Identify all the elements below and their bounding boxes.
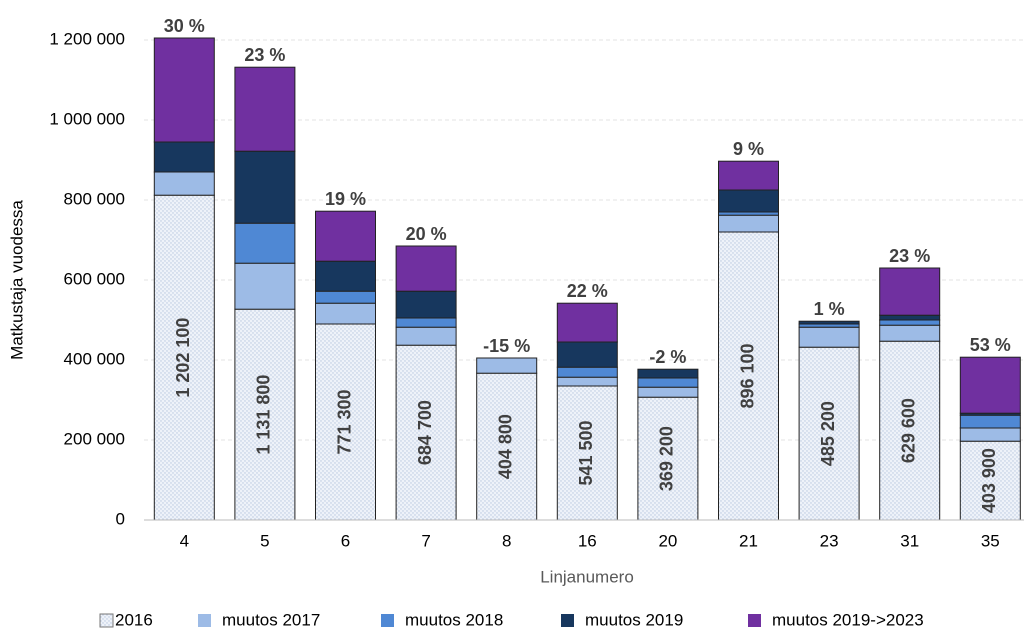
bar-segment [395,344,457,521]
y-tick-label: 600 000 [64,269,125,288]
bar-segment [476,372,538,521]
x-tick-label: 23 [820,531,839,550]
bar-segment [395,317,457,328]
bar-segment [395,326,457,346]
x-tick-label: 4 [180,531,189,550]
bar-segment [879,267,941,316]
change-label: 23 % [244,45,285,65]
bar-segment [153,171,215,196]
bar-segment [959,356,1021,414]
legend-label: muutos 2019->2023 [772,610,924,629]
total-label: 485 200 [818,401,838,466]
bar-segment [315,302,376,325]
bar-segment [234,66,296,152]
bar-segment [879,314,941,321]
legend-label: 2016 [115,610,153,629]
change-label: 30 % [164,16,205,36]
bar-segment [798,346,860,521]
legend-label: muutos 2018 [405,610,503,629]
total-label: 1 202 100 [173,318,193,398]
bar-segment [315,260,376,292]
bar-segment [718,231,779,521]
total-label: 896 100 [737,343,757,408]
bar-segment [476,357,538,374]
x-tick-label: 8 [502,531,511,550]
y-axis-title: Matkustaja vuodessa [7,200,26,360]
legend-swatch [561,614,574,627]
bar-segment [556,366,618,378]
change-label: 19 % [325,189,366,209]
y-tick-label: 200 000 [64,429,125,448]
change-label: 22 % [567,281,608,301]
total-label: 541 500 [576,420,596,485]
x-axis-title: Linjanumero [540,567,634,586]
change-label: -2 % [649,347,686,367]
bar-segment [234,222,296,264]
total-label: 369 200 [657,426,677,491]
bar-segment [556,385,618,521]
bar-segment [637,368,699,379]
legend-label: muutos 2019 [585,610,683,629]
change-label: 1 % [814,299,845,319]
bar-segment [395,245,457,292]
total-label: 771 300 [334,389,354,454]
bar-segment [315,210,376,262]
x-tick-label: 35 [981,531,1000,550]
y-tick-label: 1 000 000 [49,109,125,128]
bar-segment [798,320,860,325]
bar-segment [153,194,215,521]
x-tick-label: 5 [260,531,269,550]
legend-swatch [198,614,211,627]
x-tick-label: 7 [421,531,430,550]
legend-label: muutos 2017 [222,610,320,629]
bar-segment [153,37,215,143]
legend-swatch [381,614,394,627]
total-label: 629 600 [898,398,918,463]
total-label: 403 900 [979,448,999,513]
bar-segment [637,386,699,398]
x-tick-label: 31 [900,531,919,550]
x-tick-label: 6 [341,531,350,550]
x-tick-label: 21 [739,531,758,550]
change-label: 9 % [733,139,764,159]
bar-segment [798,326,860,348]
bar-segment [556,302,618,343]
x-tick-label: 16 [578,531,597,550]
bar-segment [234,150,296,224]
bar-segment [395,290,457,319]
y-tick-label: 1 200 000 [49,29,125,48]
bar-segment [879,324,941,342]
total-label: 404 800 [495,414,515,479]
change-label: 53 % [970,335,1011,355]
change-label: 20 % [406,224,447,244]
bar-segment [718,160,779,191]
bar-segment [959,414,1021,429]
x-tick-label: 20 [658,531,677,550]
bar-segment [315,290,376,304]
bar-segment [556,341,618,368]
bar-segment [556,376,618,387]
bar-segment [234,308,296,521]
legend-swatch [99,613,114,628]
bar-segment [234,262,296,310]
bar-segment [153,141,215,173]
legend-swatch [748,614,761,627]
y-tick-label: 800 000 [64,189,125,208]
bar-segment [718,189,779,213]
y-tick-label: 0 [116,509,125,528]
bar-segment [718,214,779,233]
change-label: 23 % [889,246,930,266]
bar-segment [879,340,941,521]
bar-segment [959,427,1021,442]
bar-segment [637,377,699,388]
y-tick-label: 400 000 [64,349,125,368]
total-label: 684 700 [415,400,435,465]
bar-segment [879,319,941,326]
change-label: -15 % [483,336,530,356]
total-label: 1 131 800 [254,375,274,455]
